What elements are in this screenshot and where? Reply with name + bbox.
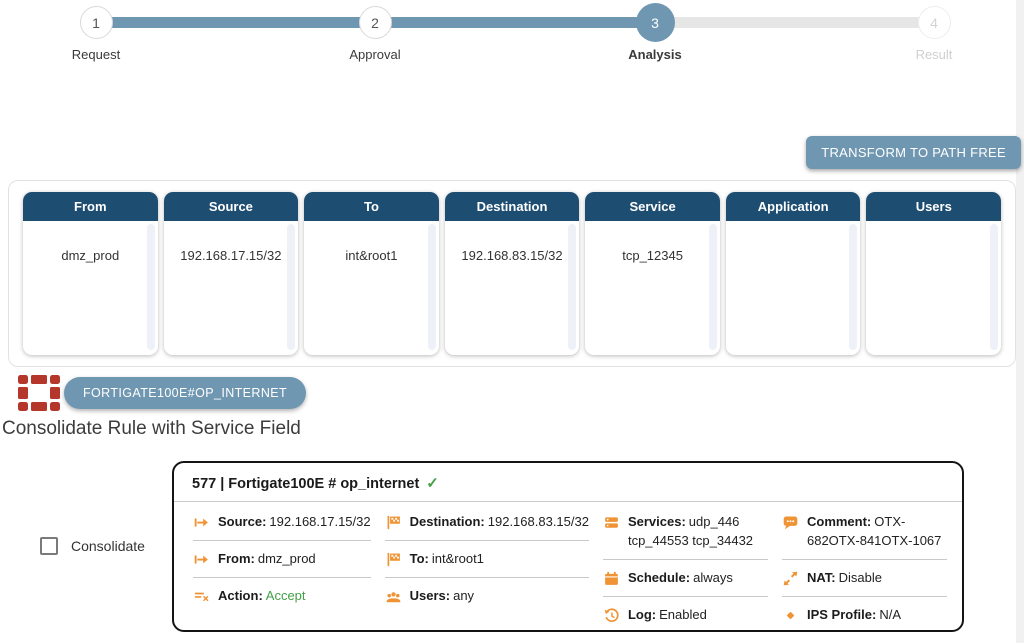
column-header: Service (585, 192, 720, 221)
step-number-badge: 3 (635, 3, 675, 42)
rule-field-log: Log: Enabled (602, 595, 768, 633)
action-list-x-icon (193, 588, 210, 605)
column-header: Source (163, 192, 299, 221)
rule-card-column-1: Source: 192.168.17.15/32 From: dmz_prod Ac… (186, 504, 378, 632)
step-approval[interactable]: 2 Approval (315, 6, 435, 62)
column-scrollbar[interactable] (146, 224, 155, 350)
step-request[interactable]: 1 Request (36, 6, 156, 62)
fortinet-logo-icon (18, 375, 60, 412)
step-label: Analysis (628, 47, 682, 62)
transform-to-path-free-button[interactable]: TRANSFORM TO PATH FREE (806, 136, 1021, 169)
comment-bubble-icon (782, 514, 799, 531)
step-number-badge: 1 (79, 6, 113, 39)
rule-field-source: Source: 192.168.17.15/32 (193, 504, 371, 540)
column-header: Users (866, 192, 1002, 221)
rule-card-column-3: Services: udp_446 tcp_44553 tcp_34432 Sch… (596, 504, 775, 632)
column-scrollbar[interactable] (568, 224, 577, 350)
step-label: Request (71, 47, 121, 62)
cell-value[interactable]: tcp_12345 (622, 248, 683, 263)
consolidate-checkbox[interactable] (40, 537, 58, 555)
section-title: Consolidate Rule with Service Field (2, 418, 301, 439)
history-clock-icon (603, 607, 620, 624)
rule-field-to: To: int&root1 (384, 539, 589, 577)
consolidate-label: Consolidate (71, 538, 145, 554)
services-stack-icon (603, 514, 620, 531)
table-column-destination: Destination 192.168.83.15/32 (444, 192, 580, 355)
page-scrollbar[interactable] (1016, 0, 1024, 643)
column-header: Application (725, 192, 861, 221)
consolidate-checkbox-row[interactable]: Consolidate (40, 537, 145, 555)
cell-value[interactable]: int&root1 (345, 248, 398, 263)
progress-stepper: 1 Request 2 Approval 3 Analysis 4 Result (0, 0, 1024, 66)
action-value: Accept (265, 587, 306, 603)
rule-card-column-2: Destination: 192.168.83.15/32 To: int&root… (378, 504, 596, 632)
rule-field-users: Users: any (384, 576, 589, 614)
stepper-connector-upcoming (655, 17, 934, 28)
column-header: From (23, 192, 158, 221)
rule-field-destination: Destination: 192.168.83.15/32 (385, 504, 589, 540)
table-column-source: Source 192.168.17.15/32 (163, 192, 299, 355)
table-column-service: Service tcp_12345 (585, 192, 720, 355)
column-header: Destination (444, 192, 580, 221)
stepper-connector-done (96, 17, 375, 28)
step-number-badge: 4 (917, 6, 951, 39)
cell-value[interactable]: 192.168.83.15/32 (461, 248, 563, 263)
column-header: To (304, 192, 439, 221)
rule-field-ips-profile: IPS Profile: N/A (781, 595, 947, 633)
column-scrollbar[interactable] (287, 224, 296, 350)
step-number-badge: 2 (358, 6, 392, 39)
rule-field-services: Services: udp_446 tcp_44553 tcp_34432 (603, 504, 768, 559)
rule-field-schedule: Schedule: always (602, 558, 768, 596)
table-column-to: To int&root1 (304, 192, 439, 355)
arrow-from-line-icon (193, 514, 210, 531)
step-label: Result (915, 47, 953, 62)
rule-field-action: Action: Accept (193, 576, 371, 614)
rule-card-column-4: Comment: OTX-682OTX-841OTX-1067 NAT: Disab… (775, 504, 954, 632)
rule-field-from: From: dmz_prod (193, 539, 371, 577)
table-column-users: Users (866, 192, 1002, 355)
step-analysis-active[interactable]: 3 Analysis (595, 3, 715, 62)
rule-field-comment: Comment: OTX-682OTX-841OTX-1067 (782, 504, 947, 559)
firewall-device-button[interactable]: FORTIGATE100E#OP_INTERNET (64, 377, 307, 409)
stepper-connector-done (375, 17, 655, 28)
diamond-icon (782, 607, 799, 624)
checkered-flag-icon (385, 551, 402, 568)
column-scrollbar[interactable] (708, 224, 717, 350)
column-scrollbar[interactable] (849, 224, 858, 350)
step-label: Approval (349, 47, 401, 62)
arrow-from-line-icon (193, 551, 210, 568)
firewall-rule-card: 577 | Fortigate100E # op_internet ✓ Sourc… (172, 461, 964, 632)
rule-fields-table: From dmz_prod Source 192.168.17.15/32 To… (8, 180, 1016, 367)
calendar-icon (603, 570, 620, 587)
table-column-application: Application (725, 192, 861, 355)
rule-field-nat: NAT: Disable (781, 558, 947, 596)
cell-value[interactable]: 192.168.17.15/32 (180, 248, 282, 263)
rule-card-title: 577 | Fortigate100E # op_internet ✓ (174, 463, 962, 502)
column-scrollbar[interactable] (427, 224, 436, 350)
cell-value[interactable]: dmz_prod (61, 248, 120, 263)
step-result[interactable]: 4 Result (874, 6, 994, 62)
compress-arrows-icon (782, 570, 799, 587)
column-scrollbar[interactable] (990, 224, 999, 350)
check-icon: ✓ (426, 475, 439, 492)
checkered-flag-icon (385, 514, 402, 531)
users-group-icon (385, 588, 402, 605)
table-column-from: From dmz_prod (23, 192, 158, 355)
